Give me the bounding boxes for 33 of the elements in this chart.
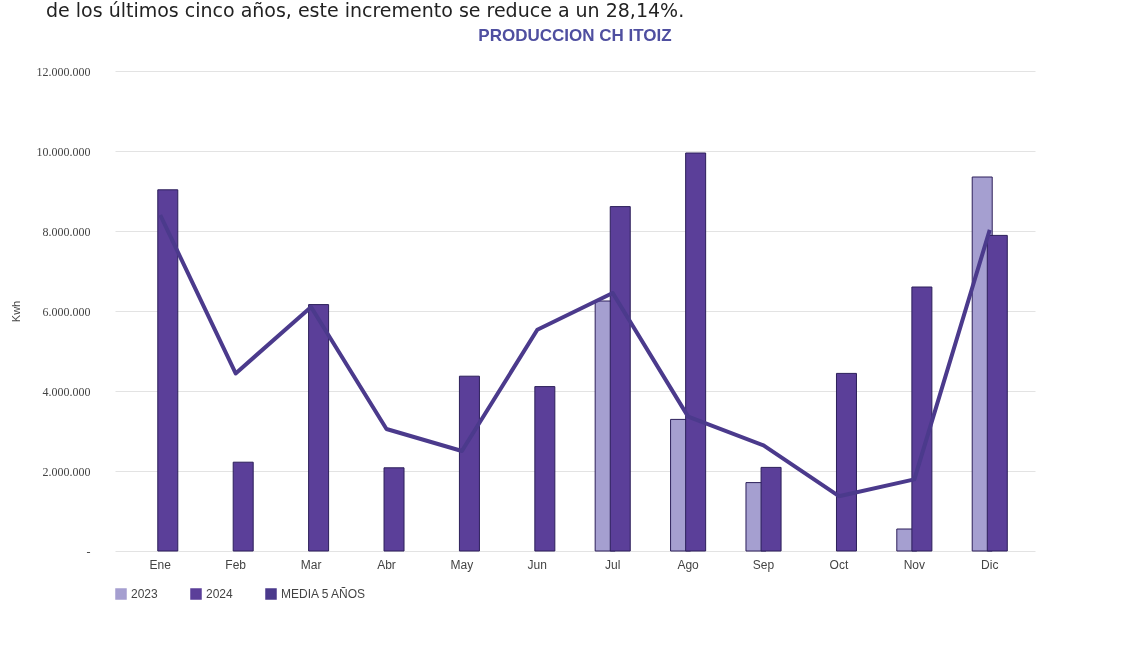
legend-label: MEDIA 5 AÑOS [281, 587, 366, 601]
bar [534, 386, 556, 552]
legend-label: 2024 [206, 587, 234, 601]
x-tick-label: May [450, 557, 474, 572]
bar [458, 375, 480, 552]
x-tick-label: Feb [225, 557, 247, 572]
y-tick-label: - [86, 544, 91, 559]
x-tick-label: Ene [149, 557, 172, 572]
x-tick-label: Jun [527, 557, 547, 572]
y-tick-label: 6.000.000 [42, 304, 91, 319]
y-axis-title: Kwh [9, 300, 22, 323]
y-tick-label: 12.000.000 [36, 64, 91, 79]
x-tick-label: Abr [377, 557, 396, 572]
bar [383, 467, 405, 552]
bar [835, 372, 857, 552]
y-tick-label: 2.000.000 [42, 464, 91, 479]
bar [157, 189, 179, 552]
x-tick-label: Oct [829, 557, 849, 572]
chart-title: PRODUCCION CH ITOIZ [478, 26, 672, 45]
bar [232, 461, 254, 552]
x-tick-label: Mar [300, 557, 322, 572]
line-series [158, 213, 992, 499]
y-tick-label: 10.000.000 [36, 144, 91, 159]
x-tick-label: Nov [903, 557, 926, 572]
x-tick-label: Sep [752, 557, 775, 572]
bar [308, 304, 330, 552]
x-tick-label: Dic [981, 557, 999, 572]
y-tick-label: 4.000.000 [42, 384, 91, 399]
x-tick-label: Jul [605, 557, 621, 572]
x-tick-label: Ago [677, 557, 700, 572]
legend-label: 2023 [131, 587, 159, 601]
y-tick-label: 8.000.000 [42, 224, 91, 239]
text: de los últimos cinco años, este incremento se reduce a un 28,14%. [45, 0, 686, 22]
